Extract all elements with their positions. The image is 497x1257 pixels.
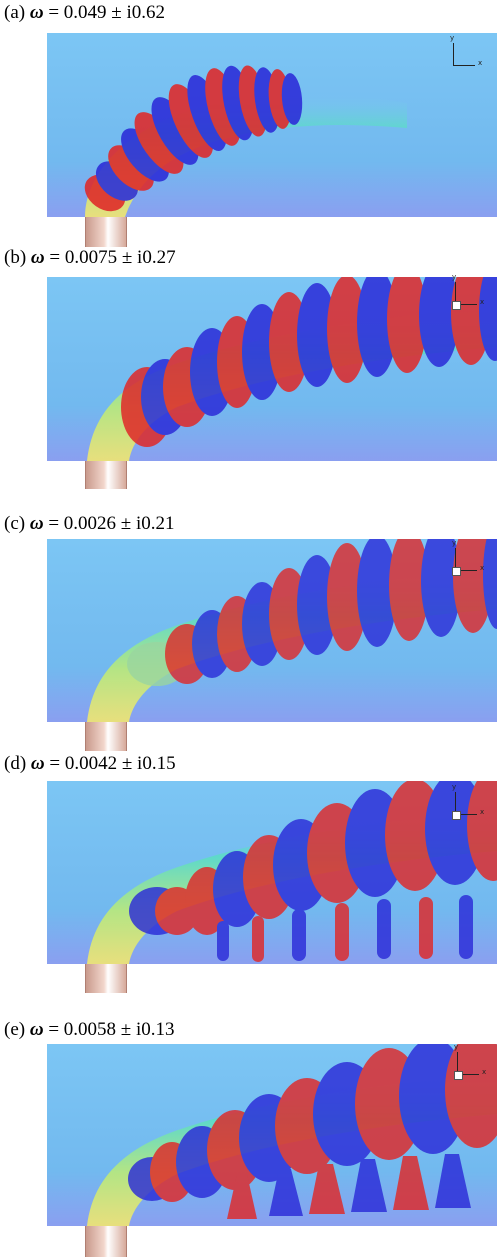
jet-nozzle-a xyxy=(85,217,127,247)
x-axis-label: x xyxy=(480,564,484,572)
flow-panel-d xyxy=(47,781,497,964)
x-axis-label: x xyxy=(482,1068,486,1076)
y-axis-label: y xyxy=(454,1043,458,1051)
origin-marker xyxy=(452,811,461,820)
caption-a: (a) ω = 0.049 ± i0.62 xyxy=(4,2,165,24)
jet-nozzle-b xyxy=(85,461,127,489)
jet-nozzle-d xyxy=(85,964,127,993)
jet-nozzle-c xyxy=(85,722,127,751)
y-axis-label: y xyxy=(452,783,456,791)
flow-panel-e xyxy=(47,1044,497,1226)
y-axis-label: y xyxy=(452,539,456,547)
y-axis-label: y xyxy=(450,34,454,42)
origin-marker xyxy=(452,301,461,310)
x-axis-line xyxy=(453,65,475,66)
flow-panel-b xyxy=(47,277,497,461)
flow-panel-a xyxy=(47,33,497,217)
caption-c: (c) ω = 0.0026 ± i0.21 xyxy=(4,513,175,535)
flow-panel-c xyxy=(47,539,497,722)
x-axis-label: x xyxy=(480,808,484,816)
x-axis-label: x xyxy=(480,298,484,306)
origin-marker xyxy=(452,567,461,576)
y-axis-label: y xyxy=(452,273,456,281)
jet-nozzle-e xyxy=(85,1226,127,1257)
x-axis-label: x xyxy=(478,59,482,67)
caption-b: (b) ω = 0.0075 ± i0.27 xyxy=(4,247,176,269)
y-axis-line xyxy=(453,43,454,65)
caption-e: (e) ω = 0.0058 ± i0.13 xyxy=(4,1019,175,1041)
origin-marker xyxy=(454,1071,463,1080)
caption-d: (d) ω = 0.0042 ± i0.15 xyxy=(4,753,176,775)
